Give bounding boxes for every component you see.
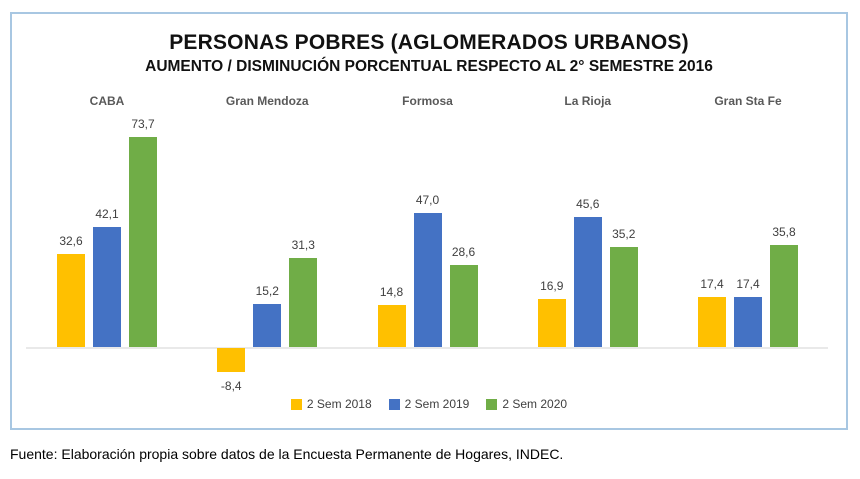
bar-2-sem-2019-formosa <box>413 213 442 347</box>
value-label: 16,9 <box>540 278 564 293</box>
legend: 2 Sem 2018 2 Sem 2019 2 Sem 2020 <box>12 397 846 411</box>
value-label: 28,6 <box>451 245 476 260</box>
value-label: 17,4 <box>736 277 760 292</box>
value-label: 47,0 <box>415 193 440 208</box>
value-label: 73,7 <box>131 116 155 131</box>
bar-2-sem-2018-la-rioja <box>537 298 566 347</box>
bar-2-sem-2018-gran-mendoza <box>217 348 246 372</box>
value-label: -8,4 <box>220 378 242 393</box>
legend-item-2-sem-2019: 2 Sem 2019 <box>388 397 470 411</box>
legend-item-2-sem-2018: 2 Sem 2018 <box>290 397 372 411</box>
value-label: 15,2 <box>255 283 279 298</box>
legend-label: 2 Sem 2018 <box>306 397 372 411</box>
value-label: 42,1 <box>95 207 119 221</box>
bar-2-sem-2020-gran-mendoza <box>289 257 318 347</box>
bar-2-sem-2019-la-rioja <box>573 217 602 347</box>
category-label: Gran Sta Fe <box>714 94 782 108</box>
plot-area: CABA 32,6 42,1 73,7 Gran Mendoza -8,4 15,2 31,3… <box>12 14 846 428</box>
value-label: 31,3 <box>291 237 315 252</box>
bar-2-sem-2019-caba <box>93 227 121 347</box>
legend-label: 2 Sem 2019 <box>404 397 470 411</box>
source-note: Fuente: Elaboración propia sobre datos d… <box>10 446 564 462</box>
bar-2-sem-2020-la-rioja <box>609 246 638 347</box>
legend-swatch-icon <box>486 398 498 410</box>
chart-title: PERSONAS POBRES (AGLOMERADOS URBANOS) <box>169 31 689 54</box>
chart-subtitle: AUMENTO / DISMINUCIÓN PORCENTUAL RESPECT… <box>145 58 713 75</box>
bar-2-sem-2019-gran-sta-fe <box>734 297 762 347</box>
legend-label: 2 Sem 2020 <box>502 397 568 411</box>
legend-swatch-icon <box>290 398 302 410</box>
bar-2-sem-2020-formosa <box>449 265 478 347</box>
category-label: CABA <box>89 94 125 108</box>
category-label: La Rioja <box>564 94 612 108</box>
bar-2-sem-2019-gran-mendoza <box>253 303 282 347</box>
legend-swatch-icon <box>388 398 400 410</box>
bar-2-sem-2018-caba <box>57 254 85 347</box>
value-label: 32,6 <box>59 234 83 249</box>
value-label: 14,8 <box>379 284 404 299</box>
bar-2-sem-2020-gran-sta-fe <box>770 244 798 347</box>
value-label: 35,8 <box>772 224 796 239</box>
value-label: 35,2 <box>612 226 636 241</box>
x-axis-line <box>26 347 828 349</box>
bar-2-sem-2020-caba <box>129 136 157 347</box>
value-label: 45,6 <box>576 197 600 212</box>
category-label: Formosa <box>402 94 453 108</box>
chart-box: PERSONAS POBRES (AGLOMERADOS URBANOS) AU… <box>10 12 848 430</box>
legend-item-2-sem-2020: 2 Sem 2020 <box>486 397 567 411</box>
category-label: Gran Mendoza <box>225 94 309 108</box>
bar-2-sem-2018-formosa <box>377 304 406 347</box>
bar-2-sem-2018-gran-sta-fe <box>698 297 726 347</box>
value-label: 17,4 <box>700 277 724 292</box>
